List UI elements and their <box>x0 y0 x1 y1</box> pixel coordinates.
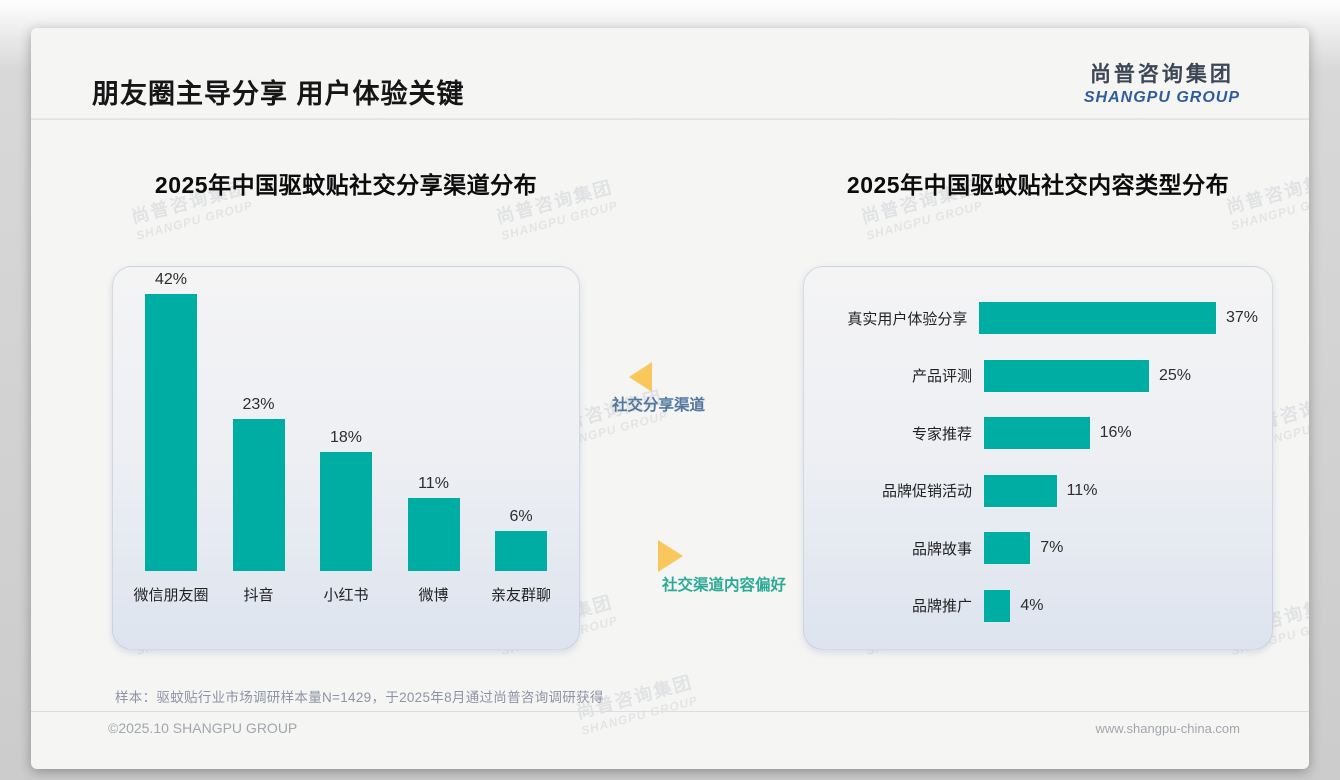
bar-value-label: 23% <box>242 396 275 414</box>
bar-category-label: 微信朋友圈 <box>133 587 209 604</box>
bar-row: 专家推荐 16% <box>824 416 1258 450</box>
bar-row: 品牌推广 4% <box>824 589 1258 623</box>
bar-value-label: 6% <box>509 508 533 526</box>
bar-row: 品牌故事 7% <box>824 531 1258 565</box>
bar-value-label: 18% <box>329 429 363 447</box>
title-divider <box>31 118 1309 120</box>
bar-category-label: 真实用户体验分享 <box>847 310 968 328</box>
bar-value-label: 11% <box>418 475 449 493</box>
bar-value-label: 37% <box>1225 309 1258 326</box>
slide-canvas: 尚普咨询集团 SHANGPU GROUP 尚普咨询集团 SHANGPU GROUP 尚普… <box>31 28 1309 769</box>
bar-value-label: 16% <box>1099 424 1132 442</box>
bar <box>984 474 1057 507</box>
watermark-line2: SHANGPU GROUP <box>499 198 620 243</box>
logo-chinese-text: 尚普咨询集团 <box>1089 63 1234 86</box>
copyright-text: ©2025.10 SHANGPU GROUP <box>108 720 298 736</box>
share-channel-bar-chart: 42% 微信朋友圈 23% 抖音 18% 小红书 11% 微博 6% 亲友群聊 <box>131 265 561 605</box>
bar <box>984 589 1011 622</box>
content-type-chart-card: 真实用户体验分享 37% 产品评测 25% 专家推荐 16% 品牌促销活动 11% 品牌故事 7%… <box>803 266 1273 650</box>
bar-group: 11% 微博 <box>394 265 474 605</box>
left-chart-title: 2025年中国驱蚊贴社交分享渠道分布 <box>154 172 538 198</box>
arrow-right-icon <box>658 540 683 572</box>
bar-category-label: 品牌促销活动 <box>881 483 972 501</box>
bar <box>232 419 285 571</box>
watermark-line2: SHANGPU GROUP <box>864 198 985 243</box>
bar <box>979 302 1216 334</box>
right-chart-title: 2025年中国驱蚊贴社交内容类型分布 <box>846 172 1230 198</box>
bar-category-label: 亲友群聊 <box>490 587 551 604</box>
bar-category-label: 抖音 <box>243 587 274 604</box>
bar <box>407 498 460 571</box>
bar-group: 23% 抖音 <box>219 265 299 605</box>
footer-divider <box>31 711 1309 712</box>
bar <box>984 359 1149 392</box>
bar-category-label: 微博 <box>418 587 449 604</box>
website-url: www.shangpu-china.com <box>1095 721 1240 736</box>
bar-group: 6% 亲友群聊 <box>481 265 561 605</box>
bar <box>320 452 372 571</box>
bar-value-label: 25% <box>1159 366 1192 384</box>
sample-note: 样本：驱蚊贴行业市场调研样本量N=1429，于2025年8月通过尚普咨询调研获得 <box>115 690 604 705</box>
watermark-line2: SHANGPU GROUP <box>134 198 255 243</box>
bar-value-label: 42% <box>154 270 188 288</box>
bar-row: 品牌促销活动 11% <box>824 474 1258 508</box>
bar-category-label: 产品评测 <box>911 368 972 386</box>
bar-category-label: 小红书 <box>323 587 369 604</box>
annotation-content-preference: 社交渠道内容偏好 <box>658 540 798 595</box>
annotation-content-preference-label: 社交渠道内容偏好 <box>662 577 787 594</box>
bar-group: 42% 微信朋友圈 <box>131 265 211 605</box>
bar-category-label: 品牌故事 <box>911 540 972 558</box>
logo: 尚普咨询集团 SHANGPU GROUP <box>1084 58 1240 107</box>
bar-value-label: 7% <box>1040 539 1064 557</box>
bar-group: 18% 小红书 <box>306 265 386 605</box>
bar-category-label: 专家推荐 <box>911 425 972 443</box>
arrow-left-icon <box>629 362 652 392</box>
share-channel-chart-card: 42% 微信朋友圈 23% 抖音 18% 小红书 11% 微博 6% 亲友群聊 <box>112 266 580 650</box>
bar <box>984 532 1031 565</box>
annotation-share-channel: 社交分享渠道 <box>585 362 705 415</box>
bar <box>984 417 1090 450</box>
bar <box>145 293 197 571</box>
bar-row: 产品评测 25% <box>824 359 1258 393</box>
content-type-bar-chart: 真实用户体验分享 37% 产品评测 25% 专家推荐 16% 品牌促销活动 11% 品牌故事 7%… <box>824 301 1258 623</box>
annotation-share-channel-label: 社交分享渠道 <box>611 397 705 414</box>
bar-category-label: 品牌推广 <box>911 598 972 616</box>
bar-value-label: 4% <box>1020 596 1044 614</box>
bar <box>495 531 547 571</box>
bar-row: 真实用户体验分享 37% <box>824 301 1258 335</box>
bar-value-label: 11% <box>1066 481 1098 499</box>
page-title: 朋友圈主导分享 用户体验关键 <box>92 79 465 109</box>
logo-english-text: SHANGPU GROUP <box>1083 89 1240 106</box>
